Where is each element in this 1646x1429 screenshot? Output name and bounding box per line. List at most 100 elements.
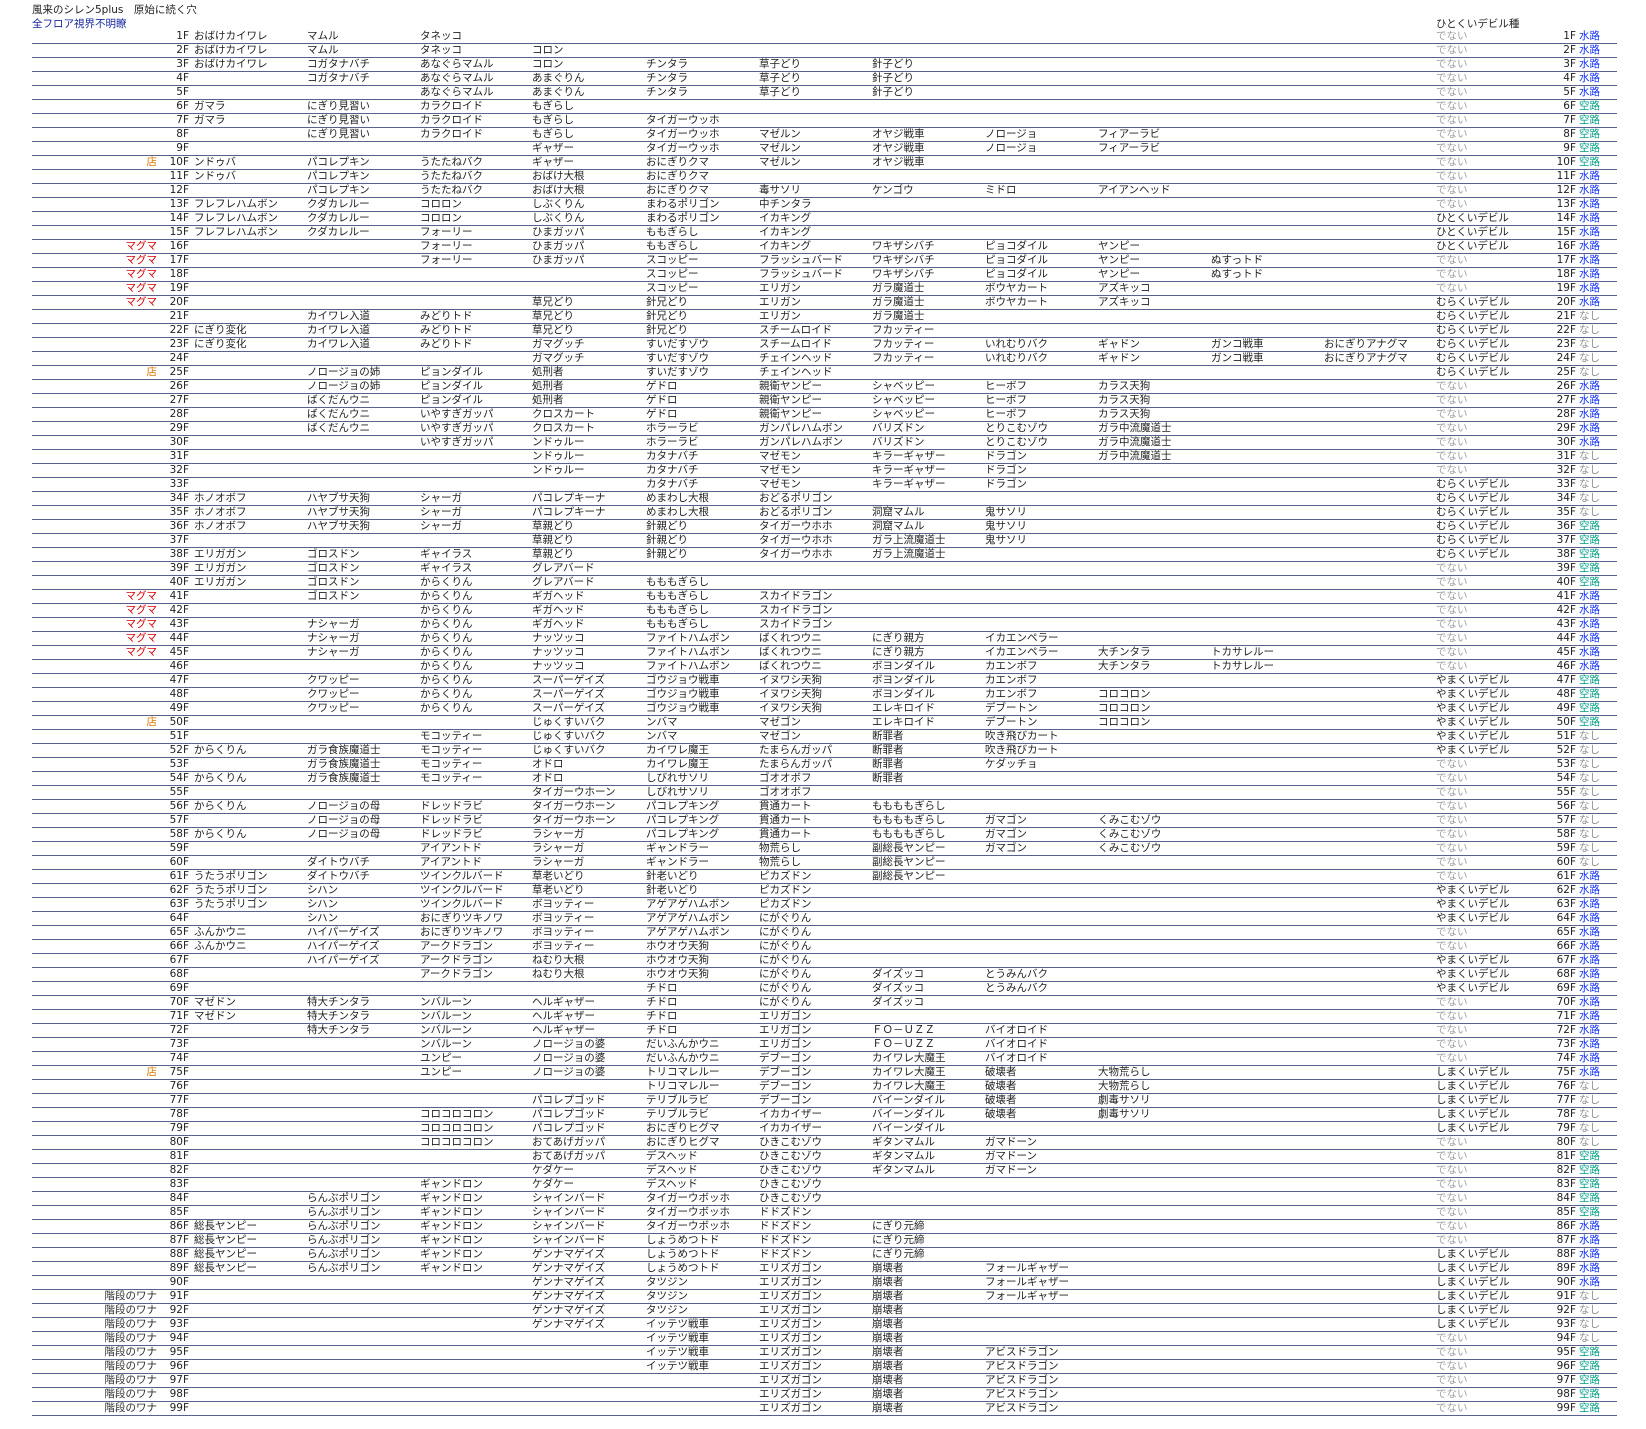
monster-name: トリコマレルー: [646, 1066, 720, 1078]
monster-name: チドロ: [646, 982, 678, 994]
floor-note: 階段のワナ: [104, 1304, 158, 1316]
monster-name: からくりん: [420, 688, 473, 700]
floor-label-right: 22F: [1556, 324, 1576, 336]
devil-type: でない: [1436, 758, 1468, 770]
monster-name: ゴロスドン: [307, 576, 360, 588]
floor-label-right: 60F: [1556, 856, 1576, 868]
floor-label-right: 86F: [1556, 1220, 1576, 1232]
monster-name: スカイドラゴン: [759, 590, 833, 602]
monster-name: カタナバチ: [646, 478, 699, 490]
monster-name: 崩壊者: [872, 1346, 904, 1358]
monster-name: 断罪者: [872, 772, 904, 784]
monster-name: エリズガゴン: [759, 1276, 822, 1288]
monster-name: 破壊者: [985, 1066, 1017, 1078]
floor-label-right: 44F: [1556, 632, 1576, 644]
monster-name: おにぎりツキノワ: [420, 926, 504, 938]
devil-header: ひとくいデビル種: [1436, 18, 1520, 30]
floor-label: 47F: [169, 674, 189, 686]
monster-name: まわるポリゴン: [646, 212, 720, 224]
devil-type: でない: [1436, 660, 1468, 672]
monster-name: コロロン: [420, 212, 462, 224]
monster-name: 破壊者: [985, 1094, 1017, 1106]
monster-name: ばくれつウニ: [759, 646, 822, 658]
floor-label: 50F: [169, 716, 189, 728]
floor-label-right: 13F: [1556, 198, 1576, 210]
monster-name: コロコロコロン: [420, 1122, 494, 1134]
monster-name: バイオロイド: [985, 1038, 1048, 1050]
monster-name: ヘルギャザー: [532, 1024, 595, 1036]
monster-name: にぎり親方: [872, 646, 925, 658]
monster-name: 処刑者: [532, 380, 564, 392]
floor-label: 89F: [169, 1262, 189, 1274]
monster-name: ンドゥルー: [532, 436, 585, 448]
monster-name: 崩壊者: [872, 1332, 904, 1344]
route-type: 水路: [1579, 226, 1600, 238]
monster-name: しぶくりん: [532, 212, 585, 224]
monster-name: ボヨンダイル: [872, 660, 935, 672]
devil-type: でない: [1436, 142, 1468, 154]
floor-label: 99F: [169, 1402, 189, 1414]
monster-name: ゴロスドン: [307, 590, 360, 602]
floor-label-right: 34F: [1556, 492, 1576, 504]
monster-name: グレアバード: [532, 562, 595, 574]
monster-name: ハヤブサ天狗: [307, 492, 370, 504]
monster-name: おてあげガッパ: [532, 1136, 606, 1148]
monster-name: エリガガン: [194, 576, 247, 588]
monster-name: カイワレ魔王: [646, 744, 709, 756]
monster-name: すいだすゾウ: [646, 366, 709, 378]
monster-name: ガマグッチ: [532, 352, 585, 364]
monster-name: にぎり元締: [872, 1248, 925, 1260]
monster-name: うたたねバク: [420, 170, 483, 182]
route-type: 水路: [1579, 1248, 1600, 1260]
floor-label: 11F: [169, 170, 189, 182]
devil-type: でない: [1436, 1150, 1468, 1162]
monster-name: カイワレ入道: [307, 338, 370, 350]
monster-name: ギャンドロン: [420, 1248, 483, 1260]
floor-row: 86F 総長ヤンピー らんぶポリゴン ギャンドロン シャインバード タイガーウボッホ ドドズ…: [32, 1220, 1617, 1234]
route-type: 水路: [1579, 44, 1600, 56]
monster-name: あなぐらマムル: [420, 72, 494, 84]
devil-type: でない: [1436, 156, 1468, 168]
monster-name: スーパーゲイズ: [532, 688, 605, 700]
route-type: 水路: [1579, 618, 1600, 630]
monster-name: しびれサソリ: [646, 772, 709, 784]
floor-label: 43F: [169, 618, 189, 630]
monster-name: イッテツ戦車: [646, 1318, 709, 1330]
monster-name: 断罪者: [872, 730, 904, 742]
monster-name: ガマゴン: [985, 814, 1027, 826]
floor-label: 75F: [169, 1066, 189, 1078]
floor-label: 74F: [169, 1052, 189, 1064]
floor-label: 17F: [169, 254, 189, 266]
floor-note: マグマ: [125, 618, 158, 630]
floor-label: 39F: [169, 562, 189, 574]
devil-type: でない: [1436, 1388, 1468, 1400]
monster-name: ワキザシバチ: [872, 268, 935, 280]
monster-name: ハイパーゲイズ: [307, 926, 380, 938]
monster-name: デブートン: [985, 716, 1038, 728]
monster-name: ＦＯ－ＵＺＺ: [872, 1024, 935, 1036]
monster-name: ホノオボフ: [194, 506, 247, 518]
floor-label-right: 49F: [1556, 702, 1576, 714]
floor-label-right: 36F: [1556, 520, 1576, 532]
route-type: 空路: [1579, 688, 1600, 700]
monster-name: からくりん: [420, 576, 473, 588]
monster-name: アズキッコ: [1098, 296, 1151, 308]
floor-note: マグマ: [125, 240, 158, 252]
floor-row: 89F 総長ヤンピー らんぶポリゴン ギャンドロン ゲンナマゲイズ しょうめつトド エリズガ…: [32, 1262, 1617, 1276]
floor-row: 72F 特大チンタラ ンバルーン ヘルギャザー チドロ エリガゴン ＦＯ－ＵＺＺ バイオロイド…: [32, 1024, 1617, 1038]
floor-label: 79F: [169, 1122, 189, 1134]
monster-name: ヘルギャザー: [532, 996, 595, 1008]
monster-name: 総長ヤンピー: [194, 1248, 257, 1260]
route-type: 水路: [1579, 604, 1600, 616]
monster-name: ＦＯ－ＵＺＺ: [872, 1038, 935, 1050]
monster-name: エリガゴン: [759, 1038, 812, 1050]
monster-name: ゲンナマゲイズ: [532, 1318, 605, 1330]
monster-name: アビスドラゴン: [985, 1402, 1059, 1414]
floor-label-right: 29F: [1556, 422, 1576, 434]
floor-row: 35F ホノオボフ ハヤブサ天狗 シャーガ パコレプキーナ めまわし大根 おどるポリゴン 洞窟…: [32, 506, 1617, 520]
floor-row: マグマ 45F ナシャーガ からくりん ナッツッコ ファイトハムボン ばくれつウニ にぎり親方…: [32, 646, 1617, 660]
floor-label-right: 94F: [1556, 1332, 1576, 1344]
floor-row: 1F おばけカイワレ マムル タネッコ でない 1F 水路: [32, 30, 1617, 44]
monster-name: モコッティー: [420, 772, 483, 784]
floor-label-right: 96F: [1556, 1360, 1576, 1372]
